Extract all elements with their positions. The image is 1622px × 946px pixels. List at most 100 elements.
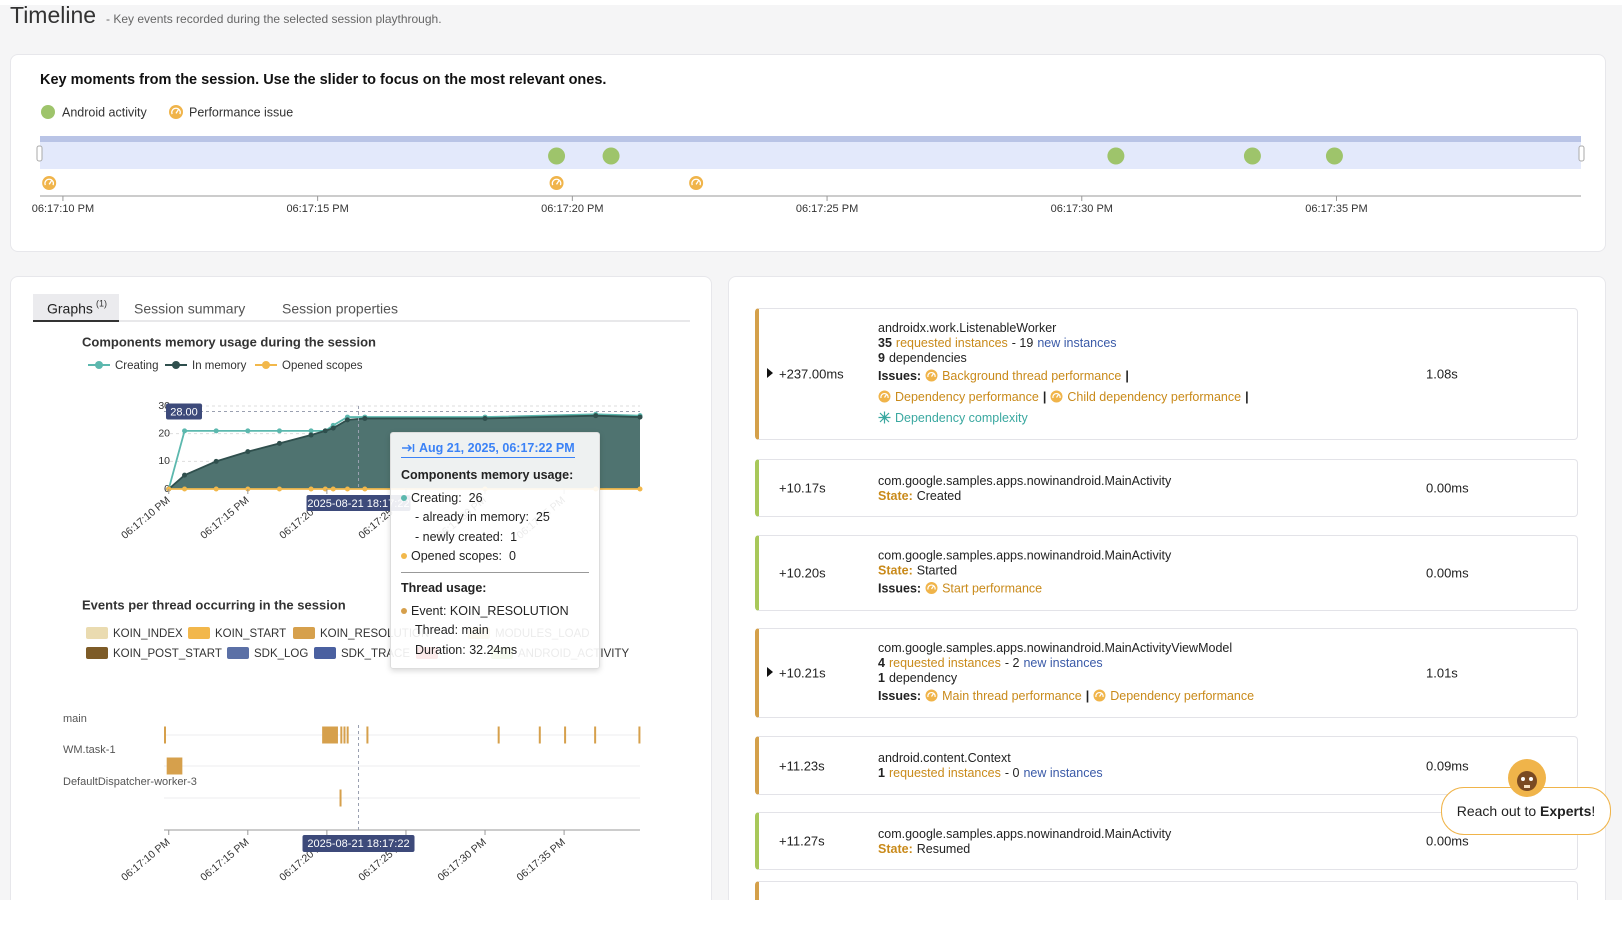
event-row[interactable]: +10.20s com.google.samples.apps.nowinandr…	[755, 535, 1578, 611]
legend-label: Performance issue	[189, 105, 293, 119]
event-text[interactable]: Start performance	[942, 581, 1043, 595]
event-text[interactable]: Dependency performance	[1110, 688, 1255, 703]
tab-sup: (1)	[96, 298, 107, 308]
icon-bg	[549, 176, 564, 190]
event-line: Issues: Background thread performance |	[878, 365, 1249, 386]
activity-dot	[548, 147, 566, 165]
event-row[interactable]: +11.27s com.google.samples.apps.nowinandr…	[755, 812, 1578, 870]
tooltip-section-title: Components memory usage:	[401, 468, 574, 482]
icon-glyph	[551, 178, 562, 186]
slider-bar[interactable]	[40, 136, 1581, 142]
tab[interactable]: Session properties	[282, 301, 398, 317]
event-text[interactable]: requested instances	[888, 655, 1001, 670]
event-text: - 19	[1011, 335, 1034, 350]
series-dot	[330, 486, 336, 492]
event-text: |	[1125, 368, 1129, 383]
event-text: State:	[878, 841, 913, 856]
event-text[interactable]: Main thread performance	[942, 688, 1082, 703]
event-text: Created	[916, 488, 962, 503]
event-text[interactable]: requested instances	[895, 335, 1008, 350]
series-dot	[276, 440, 282, 446]
experts-text: Reach out to	[1456, 803, 1541, 819]
legend-label: KOIN_POST_START	[113, 648, 222, 660]
perf-icon	[925, 689, 938, 702]
series-dot	[344, 417, 350, 423]
event-duration: 0.00ms	[1426, 565, 1469, 581]
event-text: com.google.samples.apps.nowinandroid.Mai…	[878, 640, 1233, 655]
y-marker-box	[166, 403, 202, 420]
event-duration: 0.09ms	[1426, 758, 1469, 773]
event-line: Dependency performance | Child dependency …	[878, 386, 1249, 407]
event-line: com.google.samples.apps.nowinandroid.Mai…	[878, 548, 1171, 563]
tooltip-link-text: Aug 21, 2025, 06:17:22 PM	[419, 441, 575, 455]
event-text[interactable]: new instances	[1023, 655, 1103, 670]
event-text: - 0	[1004, 766, 1020, 780]
event-text[interactable]: Dependency complexity	[895, 410, 1028, 425]
event-line: State: Started	[878, 563, 1171, 578]
series-dot	[308, 432, 314, 438]
expand-toggle[interactable]	[767, 368, 773, 378]
thread-event	[594, 726, 597, 744]
expand-toggle[interactable]	[767, 667, 773, 677]
x-tick-label: 06:17:30 PM	[435, 836, 488, 883]
event-line: State: Created	[878, 488, 1171, 503]
event-content: androidx.work.ListenableWorker 35 requeste…	[878, 320, 1249, 428]
legend-label: KOIN_START	[215, 628, 286, 640]
perf-icon	[1093, 689, 1106, 702]
x-tick-label: 06:17:25 PM	[796, 203, 858, 215]
legend-label: KOIN_INDEX	[113, 628, 183, 640]
series-dot	[362, 486, 368, 492]
event-text[interactable]: new instances	[1023, 766, 1103, 780]
event-text: |	[1245, 389, 1249, 404]
legend-dot	[95, 361, 103, 369]
tab[interactable]: Session summary	[134, 301, 245, 317]
series-dot	[213, 428, 219, 434]
series-dot	[182, 428, 188, 434]
event-text: dependency	[888, 670, 958, 685]
event-offset: +237.00ms	[779, 366, 844, 382]
event-text: Issues:	[878, 688, 922, 703]
event-text: - 2	[1004, 655, 1020, 670]
event-text: 35	[878, 335, 892, 350]
event-text[interactable]: requested instances	[888, 766, 1001, 780]
event-content: com.google.samples.apps.nowinandroid.Mai…	[878, 548, 1171, 599]
x-tick-label: 06:17:15 PM	[198, 494, 251, 541]
activity-dot	[1243, 147, 1261, 165]
event-offset: +11.23s	[779, 758, 825, 773]
series-dot	[276, 428, 282, 434]
event-text[interactable]: new instances	[1037, 335, 1117, 350]
slider-handle[interactable]	[36, 145, 43, 162]
event-text: |	[1085, 688, 1090, 703]
x-tick-label: 06:17:10 PM	[119, 836, 172, 883]
event-text[interactable]: Background thread performance	[942, 368, 1122, 383]
tooltip-line: Creating: 26	[401, 488, 589, 508]
event-text[interactable]: Dependency performance	[895, 389, 1039, 404]
tooltip-link[interactable]: Aug 21, 2025, 06:17:22 PM	[401, 441, 575, 458]
experts-bold: Experts	[1540, 803, 1592, 819]
experts-avatar[interactable]	[1507, 758, 1547, 798]
x-marker-label: 2025-08-21 18:17:22	[307, 838, 409, 850]
event-row[interactable]: +11.23s android.content.Context 1 requested…	[755, 736, 1578, 795]
series-dot	[593, 413, 599, 419]
thread-label: WM.task-1	[63, 744, 116, 756]
series-dot	[308, 428, 314, 434]
event-text[interactable]: Child dependency performance	[1067, 389, 1242, 404]
event-duration: 0.00ms	[1426, 480, 1469, 496]
event-row[interactable]: +10.17s com.google.samples.apps.nowinandr…	[755, 459, 1578, 517]
thread-label: main	[63, 713, 87, 725]
x-marker-box	[306, 495, 411, 511]
event-row[interactable]: +237.00ms androidx.work.ListenableWorker 3…	[755, 308, 1578, 440]
x-tick-label: 06:17:20 PM	[541, 203, 603, 215]
event-text: 4	[878, 655, 885, 670]
legend-label: SDK_LOG	[254, 648, 308, 660]
event-content: com.google.samples.apps.nowinandroid.Mai…	[878, 473, 1171, 503]
thread-event	[343, 726, 346, 744]
thread-event	[564, 726, 567, 744]
slider-handle[interactable]	[1578, 145, 1585, 162]
event-row[interactable]: +10.21s com.google.samples.apps.nowinandr…	[755, 628, 1578, 718]
y-tick-label: 20	[158, 427, 170, 439]
thread-event	[497, 726, 500, 744]
perf-icon	[925, 582, 938, 594]
tab[interactable]: Graphs	[47, 301, 93, 317]
tooltip-dot	[401, 494, 407, 501]
